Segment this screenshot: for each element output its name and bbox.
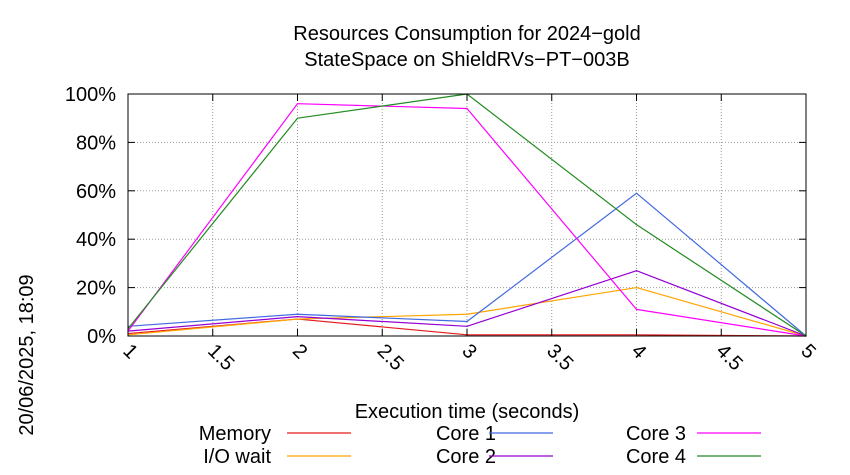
legend-label: Memory (199, 423, 271, 445)
legend-label: Core 4 (626, 446, 686, 468)
y-tick-label: 20% (76, 278, 116, 300)
x-tick-label: 2 (288, 340, 311, 363)
x-tick-label: 3.5 (542, 340, 577, 375)
x-axis-label: Execution time (seconds) (355, 401, 580, 423)
data-point (466, 313, 468, 315)
data-point (635, 308, 638, 310)
data-point (466, 325, 468, 327)
legend-label: Core 1 (436, 423, 496, 445)
data-point (296, 318, 299, 320)
y-tick-label: 40% (76, 229, 116, 251)
y-tick-label: 100% (65, 84, 116, 106)
x-tick-label: 5 (796, 340, 819, 363)
x-tick-label: 2.5 (373, 340, 408, 375)
x-tick-label: 3 (457, 340, 480, 363)
chart-subtitle: StateSpace on ShieldRVs−PT−003B (304, 49, 629, 71)
y-tick-label: 0% (87, 326, 116, 348)
legend-label: Core 2 (436, 446, 496, 468)
y-tick-label: 60% (76, 181, 116, 203)
timestamp-label: 20/06/2025, 18:09 (16, 274, 38, 435)
data-point (635, 287, 638, 289)
y-axis: 0% 20% 40% 60% 80% 100% (65, 84, 806, 348)
x-tick-label: 1.5 (203, 340, 238, 375)
data-point (296, 316, 299, 318)
data-point (466, 107, 468, 110)
x-tick-label: 4 (627, 340, 650, 363)
y-tick-label: 80% (76, 132, 116, 154)
legend-label: Core 3 (626, 423, 686, 445)
data-point (296, 117, 299, 119)
data-point (296, 103, 299, 105)
data-point (635, 192, 638, 194)
data-point (466, 320, 468, 323)
legend-label: I/O wait (203, 446, 271, 468)
x-tick-label: 4.5 (712, 340, 747, 375)
data-point (296, 313, 299, 315)
x-axis: 1 1.5 2 2.5 3 3.5 4 4.5 5 (118, 94, 820, 375)
data-point (635, 224, 638, 226)
x-tick-label: 1 (118, 340, 141, 363)
chart-title: Resources Consumption for 2024−gold (293, 23, 640, 45)
grid (128, 94, 806, 336)
data-point (635, 270, 638, 272)
